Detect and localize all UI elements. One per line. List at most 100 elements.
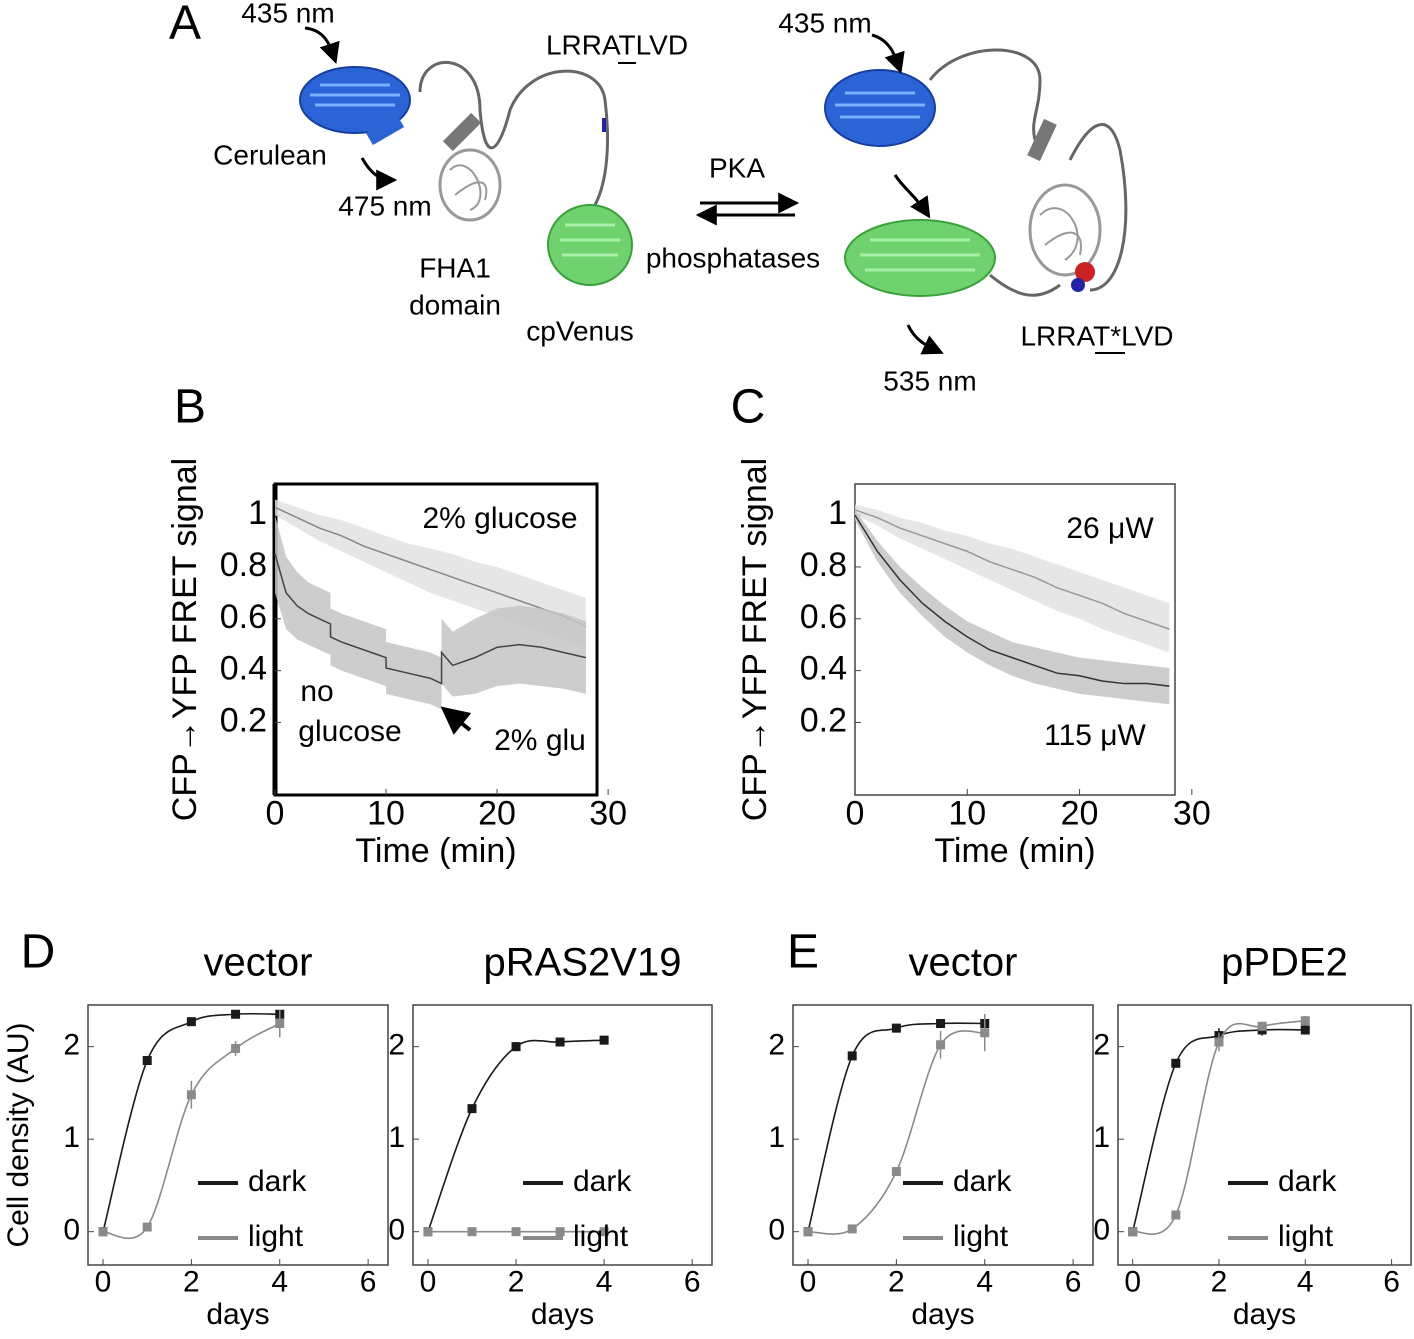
legend-label: dark [953, 1165, 1012, 1198]
label: phosphatases [646, 242, 820, 273]
series-line [102, 1012, 280, 1232]
panel-letter: A [169, 0, 201, 50]
legend-label: light [1278, 1220, 1334, 1253]
label: 535 nm [883, 365, 976, 396]
series-line [274, 506, 587, 628]
y-tick-label: 0.2 [800, 701, 847, 739]
x-tick-label: 6 [1065, 1265, 1082, 1298]
y-tick-label: 2 [388, 1029, 405, 1062]
series-line [274, 553, 587, 685]
y-tick-label: 1 [63, 1121, 80, 1154]
x-tick-label: 10 [948, 795, 986, 833]
annotation: 26 μW [1066, 512, 1154, 545]
label: LRRATLVD [546, 29, 688, 60]
panel-a: A 435 nm Cerulean 475 nm LRRATLVD FHA1 d… [169, 0, 1174, 396]
series-line [1132, 1019, 1306, 1235]
phospho-site [1075, 262, 1095, 282]
y-tick-label: 0.2 [220, 701, 267, 739]
marker [936, 1040, 946, 1050]
error-band [275, 515, 586, 710]
series-line [854, 509, 1170, 630]
x-axis-label: days [206, 1298, 269, 1331]
y-axis-label: Cell density (AU) [2, 1022, 35, 1247]
marker [1128, 1227, 1138, 1237]
plot-frame [854, 483, 1176, 796]
cerulean [824, 69, 936, 147]
annotation: 115 μW [1044, 719, 1146, 752]
x-axis-label: Time (min) [934, 832, 1095, 870]
series-line [807, 1022, 985, 1232]
x-tick-label: 0 [800, 1265, 817, 1298]
marker [847, 1051, 857, 1061]
x-tick-label: 6 [1383, 1265, 1400, 1298]
y-tick-label: 2 [768, 1029, 785, 1062]
fha1-loops [449, 164, 488, 211]
y-tick-label: 0.4 [800, 650, 847, 688]
marker [1300, 1016, 1310, 1026]
series-line [102, 1022, 281, 1240]
x-tick-label: 20 [478, 795, 516, 833]
helix [442, 112, 482, 152]
arrow [304, 26, 340, 64]
chart: 0 10 20 30 0.2 0.4 0.6 0.8 1 Time (min) CFP→YFP FR… [166, 381, 627, 870]
x-tick-label: 0 [420, 1265, 437, 1298]
marker [1171, 1058, 1181, 1068]
x-tick-label: 4 [976, 1265, 993, 1298]
marker [599, 1035, 609, 1045]
x-tick-label: 2 [508, 1265, 525, 1298]
marker [511, 1042, 521, 1052]
arrow [893, 174, 931, 219]
x-tick-label: 30 [589, 795, 627, 833]
legend-label: dark [573, 1165, 632, 1198]
x-tick-label: 4 [271, 1265, 288, 1298]
chart-title: pPDE2 [1221, 941, 1348, 985]
panel-letter: E [787, 926, 819, 979]
x-axis-label: days [531, 1298, 594, 1331]
marker [555, 1037, 565, 1047]
marker [936, 1019, 946, 1029]
label: LRRAT*LVD [1020, 320, 1173, 351]
marker [423, 1227, 433, 1237]
y-tick-label: 0.6 [800, 598, 847, 636]
cpvenus [547, 204, 633, 286]
helix [365, 114, 405, 146]
cpvenus-strands [560, 223, 620, 257]
y-axis-label: CFP→YFP FRET signal [166, 458, 204, 821]
linker [418, 60, 609, 206]
arrow [871, 33, 905, 74]
x-tick-label: 2 [183, 1265, 200, 1298]
x-tick-label: 4 [1297, 1265, 1314, 1298]
helix [1027, 118, 1057, 162]
annotation: 2% glu [494, 724, 586, 757]
y-tick-label: 0 [63, 1214, 80, 1247]
legend-label: dark [1278, 1165, 1337, 1198]
cerulean-strands [310, 83, 400, 107]
label: 435 nm [241, 0, 334, 28]
marker [1300, 1025, 1310, 1035]
fha1 [1028, 183, 1102, 277]
marker [847, 1224, 857, 1234]
legend-label: light [953, 1220, 1009, 1253]
cerulean-strands [835, 91, 925, 119]
y-tick-label: 2 [1093, 1029, 1110, 1062]
cpvenus-strands [860, 238, 980, 272]
x-axis-label: days [911, 1298, 974, 1331]
marker [186, 1090, 196, 1100]
label: 475 nm [338, 190, 431, 221]
legend-label: dark [248, 1165, 307, 1198]
marker [803, 1227, 813, 1237]
annotation: glucose [298, 715, 401, 748]
marker [142, 1222, 152, 1232]
series-line [807, 1030, 985, 1235]
y-tick-label: 2 [63, 1029, 80, 1062]
marker [142, 1056, 152, 1066]
cpvenus [844, 219, 996, 297]
x-tick-label: 2 [1211, 1265, 1228, 1298]
marker [1214, 1037, 1224, 1047]
series-line [854, 514, 1170, 687]
label: PKA [709, 152, 765, 183]
marker [98, 1227, 108, 1237]
